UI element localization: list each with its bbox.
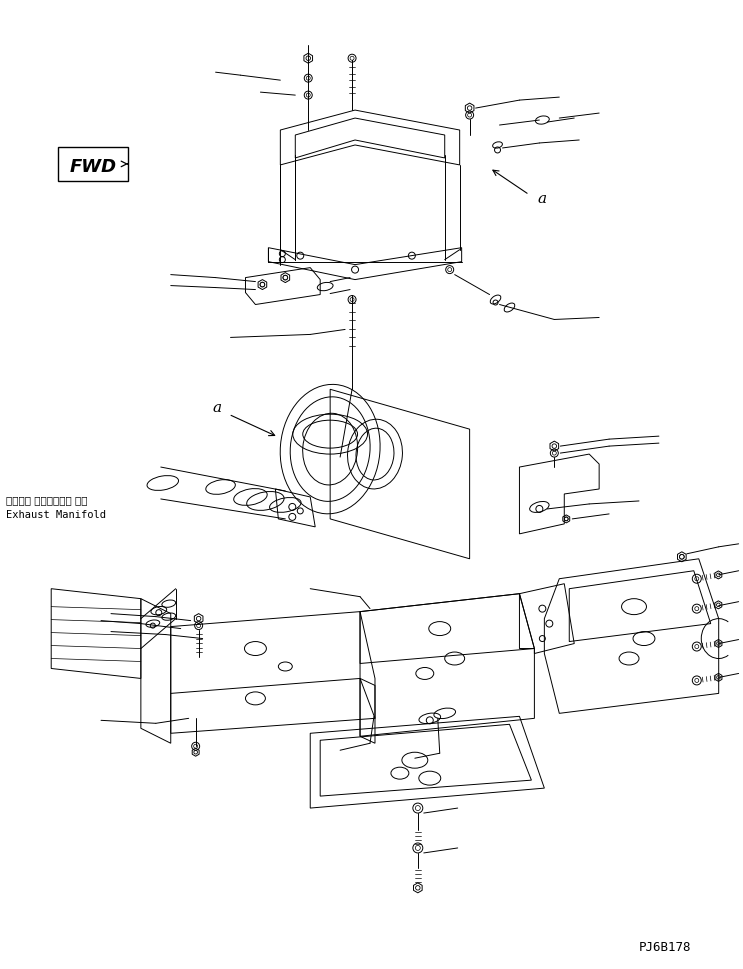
Text: FWD: FWD [70,158,117,175]
Text: PJ6B178: PJ6B178 [639,940,692,953]
Text: a: a [212,401,221,415]
Text: a: a [537,192,547,205]
Text: Exhaust Manifold: Exhaust Manifold [7,510,106,519]
Text: エキゾー ストマニホー ルド: エキゾー ストマニホー ルド [7,494,88,505]
